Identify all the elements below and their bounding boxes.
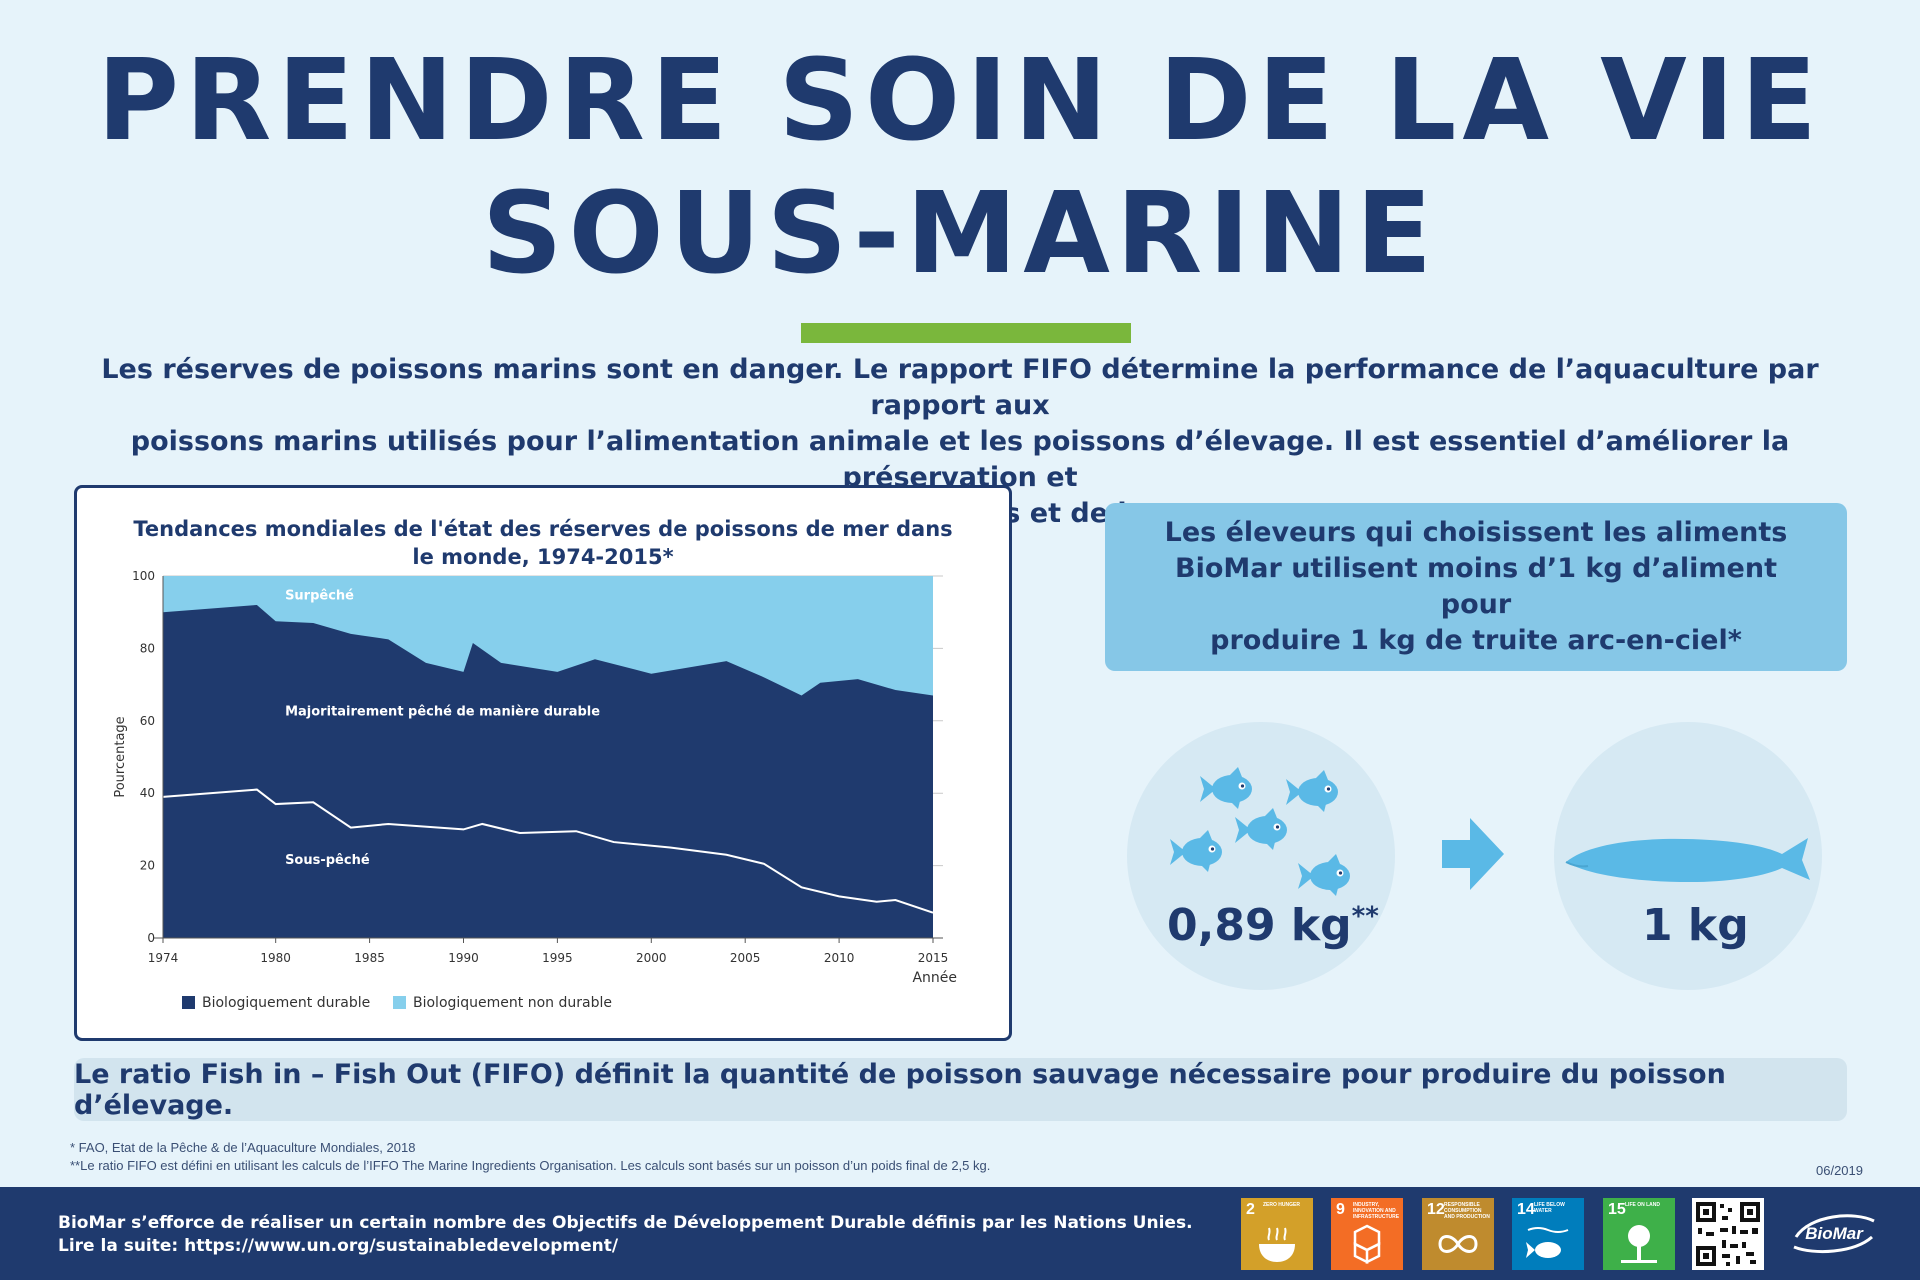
footnote-marker: ** xyxy=(1351,901,1379,932)
info-line: BioMar utilisent moins d’1 kg d’aliment … xyxy=(1175,553,1777,620)
y-tick-label: 40 xyxy=(140,786,155,800)
fish-icon xyxy=(1526,1227,1569,1258)
x-tick-label: 1990 xyxy=(448,951,479,965)
sdg-name: LIFE ON LAND xyxy=(1625,1202,1660,1208)
sdg-tile-14[interactable]: 14 LIFE BELOW WATER xyxy=(1512,1198,1584,1270)
sdg-name: LIFE BELOW WATER xyxy=(1534,1202,1565,1214)
x-axis-label: Année xyxy=(912,970,957,986)
y-tick-label: 100 xyxy=(132,569,155,583)
x-tick-label: 2005 xyxy=(730,951,761,965)
x-tick-label: 1985 xyxy=(354,951,385,965)
x-tick-label: 1980 xyxy=(260,951,291,965)
trout-icon xyxy=(1565,838,1810,882)
info-callout: Les éleveurs qui choisissent les aliment… xyxy=(1105,503,1847,671)
arrow-right-icon xyxy=(1442,818,1504,890)
sdg-name: INDUSTRY, INNOVATION AND INFRASTRUCTURE xyxy=(1353,1202,1400,1220)
qr-code[interactable] xyxy=(1692,1198,1764,1270)
x-tick-label: 2015 xyxy=(918,951,949,965)
annotation-mostly-sustainable: Majoritairement pêché de manière durable xyxy=(285,704,600,719)
y-tick-label: 20 xyxy=(140,859,155,873)
annotation-underfished: Sous-pêché xyxy=(285,853,370,868)
footer-bar: BioMar s’efforce de réaliser un certain … xyxy=(0,1187,1920,1280)
x-tick-label: 1974 xyxy=(148,951,179,965)
cubes-icon xyxy=(1353,1224,1381,1265)
feed-amount-label: 0,89 kg** xyxy=(1167,900,1379,951)
chart-panel: Tendances mondiales de l'état des réserv… xyxy=(74,485,1012,1041)
sdg-tile-9[interactable]: 9 INDUSTRY, INNOVATION AND INFRASTRUCTUR… xyxy=(1331,1198,1403,1270)
underfished-line xyxy=(162,788,934,914)
qr-pattern xyxy=(1696,1202,1760,1266)
sdg-number: 2 xyxy=(1246,1201,1255,1218)
intro-line: Les réserves de poissons marins sont en … xyxy=(101,354,1819,421)
tree-icon xyxy=(1621,1225,1657,1263)
page-title-line-1: PRENDRE SOIN DE LA VIE xyxy=(97,36,1823,166)
bowl-icon xyxy=(1259,1227,1295,1262)
x-tick-label: 2000 xyxy=(636,951,667,965)
legend-label-non-sustainable: Biologiquement non durable xyxy=(413,995,612,1011)
sdg-tile-2[interactable]: 2 ZERO HUNGER xyxy=(1241,1198,1313,1270)
sdg-number: 9 xyxy=(1336,1201,1345,1218)
chart-title: Tendances mondiales de l'état des réserv… xyxy=(133,517,952,541)
info-line: Les éleveurs qui choisissent les aliment… xyxy=(1164,517,1788,548)
footer-line: BioMar s’efforce de réaliser un certain … xyxy=(58,1213,1193,1233)
sdg-number: 15 xyxy=(1608,1201,1626,1218)
sdg-name: RESPONSIBLE CONSUMPTION AND PRODUCTION xyxy=(1444,1202,1490,1220)
infinity-icon xyxy=(1438,1235,1478,1253)
stock-trend-chart: Tendances mondiales de l'état des réserv… xyxy=(113,517,957,1011)
sdg-number: 14 xyxy=(1517,1201,1535,1218)
footnote-fifo: **Le ratio FIFO est défini en utilisant … xyxy=(70,1158,991,1173)
accent-divider xyxy=(801,323,1131,343)
y-axis-label: Pourcentage xyxy=(113,716,128,797)
fish-amount-label: 1 kg xyxy=(1642,900,1749,951)
annotation-overfished: Surpêché xyxy=(285,589,354,604)
page-title-line-2: SOUS-MARINE xyxy=(481,169,1439,299)
sdg-name: ZERO HUNGER xyxy=(1263,1202,1300,1208)
legend-swatch-sustainable xyxy=(182,996,195,1009)
sdg-number: 12 xyxy=(1427,1201,1445,1218)
biomar-logo: BioMar xyxy=(1793,1214,1875,1254)
sdg-tile-15[interactable]: 15 LIFE ON LAND xyxy=(1603,1198,1675,1270)
y-tick-label: 60 xyxy=(140,714,155,728)
x-tick-label: 2010 xyxy=(824,951,855,965)
publication-date: 06/2019 xyxy=(1816,1163,1863,1178)
legend-swatch-non-sustainable xyxy=(393,996,406,1009)
info-text: Les éleveurs qui choisissent les aliment… xyxy=(1136,515,1816,659)
chart-title: le monde, 1974-2015* xyxy=(412,545,673,569)
footer-text: BioMar s’efforce de réaliser un certain … xyxy=(58,1212,1193,1258)
y-tick-label: 0 xyxy=(147,931,155,945)
legend-label-sustainable: Biologiquement durable xyxy=(202,995,370,1011)
fifo-definition-text: Le ratio Fish in – Fish Out (FIFO) défin… xyxy=(74,1058,1726,1121)
feed-amount-value: 0,89 kg xyxy=(1167,900,1352,951)
logo-text: BioMar xyxy=(1805,1224,1864,1243)
sdg-tile-12[interactable]: 12 RESPONSIBLE CONSUMPTION AND PRODUCTIO… xyxy=(1422,1198,1494,1270)
info-line: produire 1 kg de truite arc-en-ciel* xyxy=(1210,625,1742,656)
footnote-source: * FAO, Etat de la Pêche & de l’Aquacultu… xyxy=(70,1140,416,1155)
fifo-definition-banner: Le ratio Fish in – Fish Out (FIFO) défin… xyxy=(74,1058,1847,1121)
area-sustainable xyxy=(163,604,933,938)
y-tick-label: 80 xyxy=(140,641,155,655)
x-tick-label: 1995 xyxy=(542,951,573,965)
footer-link[interactable]: Lire la suite: https://www.un.org/sustai… xyxy=(58,1236,619,1256)
